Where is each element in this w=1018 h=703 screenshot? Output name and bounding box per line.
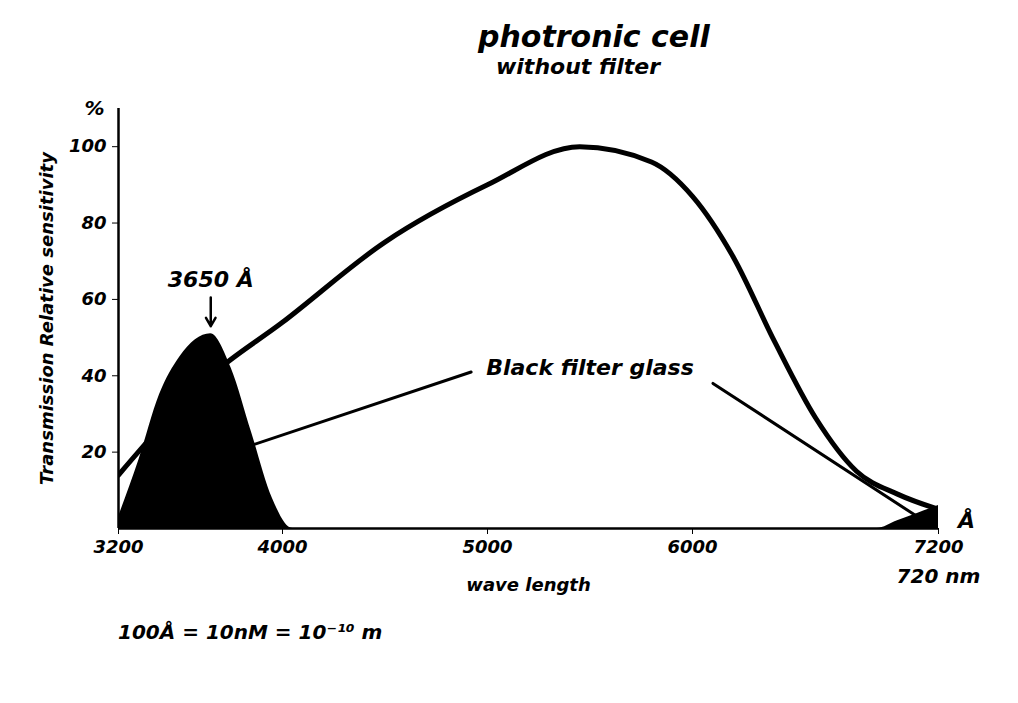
html-text:photronic cell: photronic cell (478, 19, 710, 54)
svg-text:Transmission Relative sensitiv: Transmission Relative sensitivity (36, 151, 57, 485)
html-text:100Å = 10nM = 10⁻¹⁰ m: 100Å = 10nM = 10⁻¹⁰ m (118, 620, 383, 644)
svg-text:4000: 4000 (256, 536, 307, 557)
svg-text:7200: 7200 (913, 536, 963, 557)
svg-text:3200: 3200 (93, 536, 143, 557)
svg-text:40: 40 (80, 365, 106, 386)
html-text:without filter: without filter (496, 54, 661, 79)
svg-text:Å: Å (956, 508, 975, 533)
svg-text:Black filter glass: Black filter glass (486, 355, 694, 380)
svg-text:720 nm: 720 nm (897, 564, 981, 588)
svg-text:60: 60 (81, 288, 106, 309)
svg-text:80: 80 (81, 212, 106, 233)
svg-text:5000: 5000 (462, 536, 512, 557)
svg-text:%: % (84, 96, 104, 120)
svg-text:100: 100 (69, 135, 107, 156)
svg-text:6000: 6000 (667, 536, 717, 557)
svg-text:20: 20 (81, 441, 106, 462)
svg-text:3650 Å: 3650 Å (168, 267, 254, 292)
svg-text:wave length: wave length (466, 574, 590, 595)
